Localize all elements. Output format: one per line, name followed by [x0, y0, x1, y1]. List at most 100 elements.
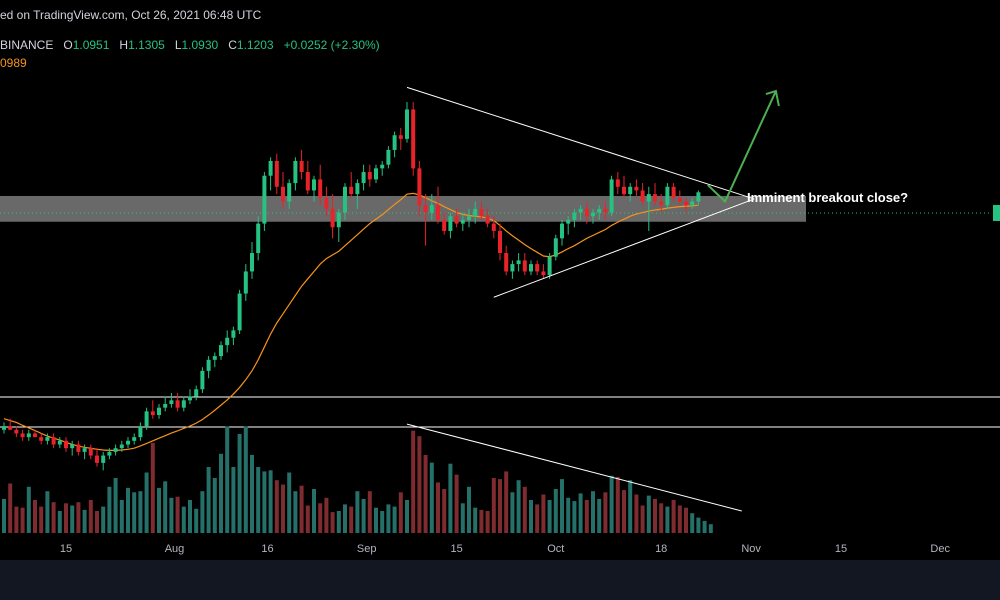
- high-key: H: [119, 38, 129, 52]
- candles: [2, 102, 701, 471]
- candle-body: [405, 109, 409, 139]
- volume-bar: [398, 492, 403, 533]
- candle-body: [510, 264, 515, 272]
- candle-body: [504, 253, 509, 272]
- candle-body: [349, 186, 354, 195]
- candle-body: [243, 271, 248, 294]
- candle-body: [696, 192, 701, 202]
- candle-body: [262, 175, 267, 224]
- published-line: ed on TradingView.com, Oct 26, 2021 06:4…: [0, 8, 261, 22]
- time-axis-tick: Nov: [741, 543, 761, 555]
- volume-bar: [318, 503, 323, 533]
- candle-body: [212, 356, 217, 360]
- close-value: 1.1203: [236, 38, 274, 52]
- candle-body: [64, 440, 68, 449]
- volume-bar: [522, 486, 527, 533]
- candle-body: [119, 444, 124, 449]
- candle-body: [473, 208, 478, 217]
- volume-bar: [150, 442, 155, 533]
- time-axis-tick: 15: [60, 543, 72, 555]
- volume-bar: [405, 500, 409, 533]
- candle-body: [76, 444, 81, 452]
- time-axis: 15 Aug 16 Sep 15 Oct 18 Nov 15 Dec: [60, 543, 951, 555]
- volume-bar: [560, 479, 564, 533]
- change-value: +0.0252 (+2.30%): [283, 38, 380, 52]
- volume-bar: [622, 490, 626, 533]
- volume-bar: [467, 486, 471, 533]
- volume-bar: [591, 491, 595, 533]
- volume-bar: [95, 511, 99, 533]
- candle-body: [219, 345, 223, 357]
- candle-body: [553, 238, 558, 257]
- candle-body: [39, 437, 44, 441]
- volume-bar: [448, 463, 453, 533]
- volume-bar: [281, 484, 285, 533]
- candle-body: [671, 186, 676, 198]
- volume-bar: [460, 503, 465, 533]
- volume-bar: [26, 486, 31, 533]
- volume-bar: [256, 467, 261, 533]
- volume-bar: [653, 498, 657, 533]
- low-value: 1.0930: [181, 38, 219, 52]
- candle-body: [653, 194, 657, 202]
- candle-body: [126, 440, 130, 445]
- volume-bar: [82, 509, 87, 533]
- candle-body: [237, 293, 242, 331]
- volume-bar: [684, 507, 688, 533]
- candle-body: [318, 179, 323, 198]
- volume-bar: [293, 491, 298, 533]
- volume-bars: [2, 426, 713, 533]
- volume-bar: [454, 474, 459, 533]
- candle-body: [330, 208, 335, 228]
- volume-bar: [535, 504, 540, 533]
- volume-bar: [491, 478, 496, 533]
- candle-body: [293, 161, 298, 184]
- candle-body: [132, 437, 137, 441]
- candle-body: [448, 216, 453, 231]
- volume-bar: [603, 492, 608, 533]
- volume-bar: [101, 506, 106, 533]
- candle-body: [640, 190, 645, 202]
- candle-body: [677, 197, 682, 202]
- candle-body: [355, 183, 360, 195]
- volume-bar: [690, 513, 695, 533]
- candle-body: [423, 205, 428, 213]
- candle-body: [467, 216, 471, 220]
- volume-bar: [126, 487, 130, 533]
- volume-bar: [169, 497, 174, 533]
- time-axis-tick: Dec: [930, 543, 950, 555]
- candle-body: [485, 216, 490, 224]
- candle-body: [646, 194, 651, 202]
- candle-body: [256, 223, 261, 254]
- candle-body: [541, 271, 546, 276]
- candle-body: [231, 330, 236, 338]
- candle-body: [343, 186, 347, 213]
- volume-bar: [206, 467, 211, 533]
- candle-body: [498, 230, 502, 254]
- candle-body: [417, 168, 422, 206]
- candle-body: [107, 451, 112, 456]
- volume-bar: [157, 487, 161, 533]
- candle-body: [157, 407, 161, 416]
- triangle-lower-line: [493, 198, 755, 298]
- volume-bar: [324, 497, 329, 533]
- candle-body: [578, 208, 583, 213]
- candle-body: [113, 448, 118, 452]
- ohlc-line: BINANCE O1.0951 H1.1305 L1.0930 C1.1203 …: [0, 38, 380, 52]
- volume-bar: [646, 495, 651, 533]
- candle-body: [45, 437, 50, 441]
- volume-bar: [64, 503, 68, 533]
- volume-bar: [429, 462, 434, 533]
- candle-body: [460, 219, 465, 224]
- volume-bar: [132, 492, 137, 533]
- volume-bar: [386, 504, 391, 533]
- candle-body: [436, 205, 440, 220]
- volume-bar: [615, 476, 620, 533]
- open-value: 1.0951: [72, 38, 110, 52]
- candle-body: [529, 264, 533, 272]
- candle-body: [2, 426, 6, 430]
- candle-body: [163, 404, 168, 408]
- candle-body: [250, 253, 254, 272]
- volume-bar: [708, 524, 713, 533]
